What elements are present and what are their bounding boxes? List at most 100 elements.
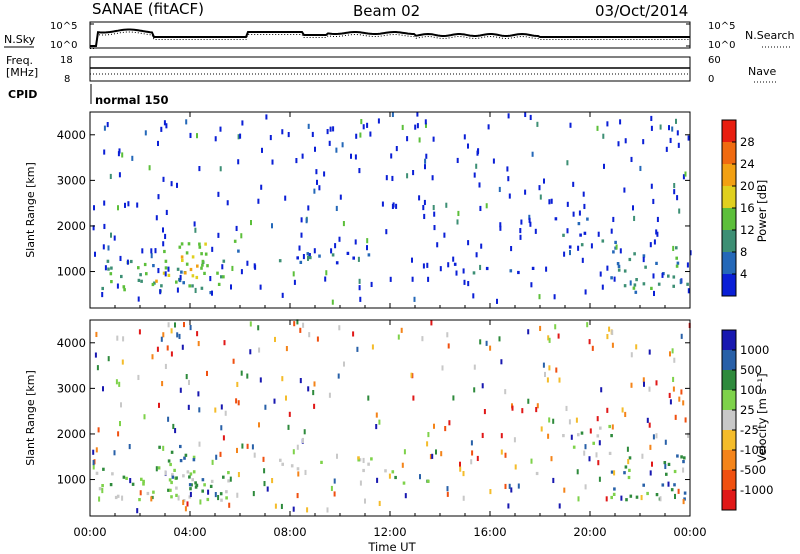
range-gate-cell (445, 202, 448, 208)
range-gate-cell (189, 472, 193, 476)
range-gate-cell (652, 434, 655, 440)
range-gate-cell (563, 251, 566, 257)
range-gate-cell (665, 146, 668, 152)
range-gate-cell (619, 119, 622, 125)
range-gate-cell (174, 428, 177, 434)
range-gate-cell (106, 259, 110, 263)
range-gate-cell (492, 158, 495, 164)
range-gate-cell (563, 487, 566, 493)
range-gate-cell (620, 495, 623, 501)
range-gate-cell (252, 491, 255, 497)
range-gate-cell (181, 258, 184, 262)
range-gate-cell (686, 282, 689, 286)
range-gate-cell (115, 379, 118, 385)
range-gate-cell (367, 462, 370, 466)
range-gate-cell (217, 232, 220, 238)
range-gate-cell (673, 357, 676, 363)
range-gate-cell (338, 236, 341, 242)
range-gate-cell (203, 483, 206, 487)
velocity-panel: 1000 2000 3000 4000 Slant Range [km] (24, 319, 691, 517)
range-gate-cell (125, 476, 128, 480)
range-gate-cell (566, 228, 569, 234)
range-gate-cell (148, 165, 151, 171)
range-gate-cell (632, 205, 634, 211)
range-gate-cell (427, 479, 430, 483)
range-gate-cell (462, 268, 465, 274)
range-gate-cell (209, 291, 212, 295)
colorbar-swatch (722, 120, 736, 142)
range-gate-cell (139, 490, 142, 496)
range-gate-cell (129, 478, 132, 484)
range-gate-cell (287, 132, 290, 138)
range-gate-cell (292, 506, 295, 512)
range-gate-cell (151, 282, 155, 287)
range-gate-cell (281, 376, 284, 382)
range-gate-cell (131, 155, 134, 161)
range-gate-cell (165, 123, 168, 129)
range-gate-cell (534, 228, 537, 234)
noise-panel-frame (89, 21, 691, 49)
freq-label: Freq. (6, 54, 33, 67)
range-gate-cell (592, 441, 595, 445)
range-gate-cell (131, 482, 135, 486)
range-gate-cell (453, 262, 457, 266)
y-tick-label: 3000 (57, 381, 86, 395)
date-label: 03/Oct/2014 (595, 2, 688, 20)
range-gate-cell (228, 502, 231, 508)
range-gate-cell (624, 138, 627, 144)
range-gate-cell (113, 450, 116, 456)
velocity-colorbar-title: Velocity [m s⁻¹] (755, 373, 769, 462)
range-gate-cell (209, 276, 212, 282)
range-gate-cell (189, 132, 192, 139)
range-gate-cell (650, 286, 653, 290)
range-gate-cell (162, 332, 165, 338)
range-gate-cell (456, 157, 459, 164)
range-gate-cell (642, 282, 646, 286)
range-gate-cell (425, 122, 427, 128)
range-gate-cell (613, 276, 616, 282)
nave-label: Nave (748, 65, 776, 78)
range-gate-cell (101, 488, 104, 494)
range-gate-cell (152, 264, 155, 268)
range-gate-cell (358, 278, 361, 284)
range-gate-cell (392, 202, 395, 208)
colorbar-tick-label: 8 (740, 245, 747, 259)
range-gate-cell (605, 496, 608, 502)
range-gate-cell (196, 133, 198, 139)
range-gate-cell (624, 411, 627, 418)
range-gate-cell (150, 496, 153, 502)
range-gate-cell (680, 333, 683, 339)
range-gate-cell (479, 339, 482, 345)
range-gate-cell (479, 205, 482, 212)
colorbar-swatch (722, 470, 736, 490)
range-gate-cell (513, 437, 516, 443)
range-gate-cell (318, 185, 321, 191)
range-gate-cell (119, 255, 122, 262)
range-gate-cell (389, 276, 392, 282)
range-gate-cell (679, 279, 682, 285)
range-gate-cell (521, 408, 524, 414)
range-gate-cell (650, 115, 653, 122)
range-gate-cell (566, 201, 569, 207)
range-gate-cell (307, 123, 310, 129)
range-gate-cell (204, 252, 208, 256)
range-gate-cell (633, 283, 637, 287)
range-gate-cell (673, 469, 677, 474)
range-gate-cell (572, 181, 575, 187)
range-gate-cell (241, 443, 244, 449)
range-gate-cell (334, 243, 337, 249)
range-gate-cell (140, 279, 143, 283)
range-gate-cell (160, 336, 163, 342)
colorbar-swatch (722, 186, 736, 208)
range-gate-cell (546, 377, 549, 383)
range-gate-cell (107, 356, 110, 362)
range-gate-cell (236, 381, 239, 388)
range-gate-cell (197, 341, 200, 347)
range-gate-cell (467, 240, 470, 246)
range-gate-cell (634, 290, 638, 294)
range-gate-cell (683, 456, 686, 460)
range-gate-cell (673, 189, 676, 195)
colorbar-swatch (722, 390, 736, 410)
range-gate-cell (544, 371, 546, 378)
range-gate-cell (167, 266, 170, 272)
